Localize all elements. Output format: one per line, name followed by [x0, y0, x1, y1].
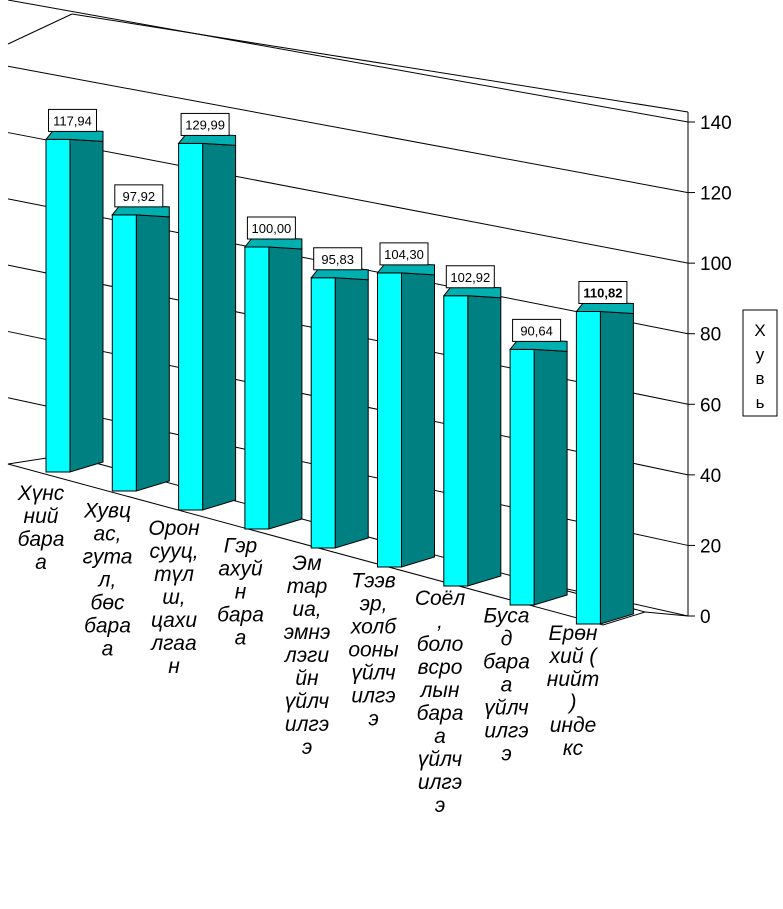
gridline: [7, 65, 689, 194]
bar-front: [443, 295, 469, 587]
data-label-box: [48, 108, 97, 132]
bars: 117,94 97,92 129,99 100,00 95,83 104,30 102,92…: [44, 108, 634, 625]
y-tick-label: 100: [700, 254, 732, 275]
y-tick-label: 60: [700, 395, 721, 416]
data-label-box: [445, 265, 495, 289]
data-label-box: [379, 242, 429, 266]
y-tick-label: 0: [700, 607, 711, 628]
bar-front: [310, 277, 336, 549]
data-label: 97,92: [123, 189, 156, 204]
bar-front: [509, 348, 535, 606]
y-tick-label: 40: [700, 466, 721, 487]
data-label: 117,94: [53, 113, 92, 128]
bar-side: [401, 272, 435, 568]
data-label-box: [114, 184, 164, 208]
y-axis: 0 20 40 60 80 100 120 140: [687, 112, 732, 628]
plot-top-edge: [7, 13, 73, 45]
bar-side: [69, 138, 104, 473]
category-label: Хүнс ний бара а: [17, 482, 65, 574]
data-label-box: [313, 247, 363, 271]
data-label: 110,82: [583, 285, 622, 300]
data-label: 90,64: [520, 323, 553, 338]
category-label: Буса д бара а үйлч илгэ э: [483, 605, 530, 766]
bar-side: [599, 310, 634, 625]
y-tick-label: 80: [700, 325, 721, 346]
category-label: Эм тар иа, эмнэ лэги йн үйлч илгэ э: [284, 552, 331, 759]
bar: 97,92: [111, 184, 170, 492]
data-label-box: [180, 112, 230, 136]
y-tick-label: 140: [700, 113, 732, 134]
data-label-box: [578, 280, 628, 304]
bar: 129,99: [177, 112, 237, 511]
bar-front: [244, 246, 270, 530]
data-label: 100,00: [252, 221, 292, 236]
floor-edge: [644, 611, 689, 617]
category-labels: Хүнс ний бара а Хувц ас, гута л, бөс бара а Орон суу…: [17, 482, 600, 817]
category-label: Тээв эр, холб ооны үйлч илгэ э: [348, 570, 399, 731]
bar-front: [45, 138, 71, 473]
plot-top-edge: [71, 13, 689, 113]
bar: 100,00: [243, 216, 303, 530]
bar: 117,94: [44, 108, 104, 473]
bar-side: [268, 246, 303, 530]
bar-side: [533, 348, 568, 606]
bar-front: [377, 272, 402, 568]
y-axis-label-box: [742, 309, 778, 417]
bar-side: [135, 214, 170, 492]
bar-front: [575, 310, 601, 625]
data-label: 102,92: [450, 270, 490, 285]
y-tick-label: 120: [700, 184, 732, 205]
bar-front: [178, 142, 204, 511]
category-label: Хувц ас, гута л, бөс бара а: [83, 500, 133, 661]
data-label-box: [246, 216, 296, 240]
data-label: 104,30: [384, 247, 424, 262]
bar-side: [467, 295, 502, 587]
bar: 102,92: [442, 265, 502, 587]
data-label: 95,83: [321, 252, 354, 267]
bar: 110,82: [575, 280, 634, 625]
bar: 95,83: [310, 247, 369, 549]
data-label: 129,99: [185, 117, 225, 132]
category-label: Соёл, боло вcро лын бара а үйлч илгэ э: [415, 587, 466, 817]
bar-side: [334, 277, 369, 549]
gridline: [7, 132, 689, 264]
category-label: Гэр ахуй н бара а: [217, 535, 264, 650]
gridline: [7, 0, 689, 123]
bar-front: [111, 214, 137, 492]
bar-side: [202, 142, 237, 511]
category-label: Ерөн хий (нийт) инде кс: [547, 622, 599, 760]
category-label: Орон сууц, түл ш, цахи лгаа н: [148, 517, 200, 678]
bar: 90,64: [509, 318, 568, 606]
y-tick-label: 20: [700, 536, 721, 557]
data-label-box: [512, 318, 562, 342]
bar: 104,30: [376, 242, 435, 568]
